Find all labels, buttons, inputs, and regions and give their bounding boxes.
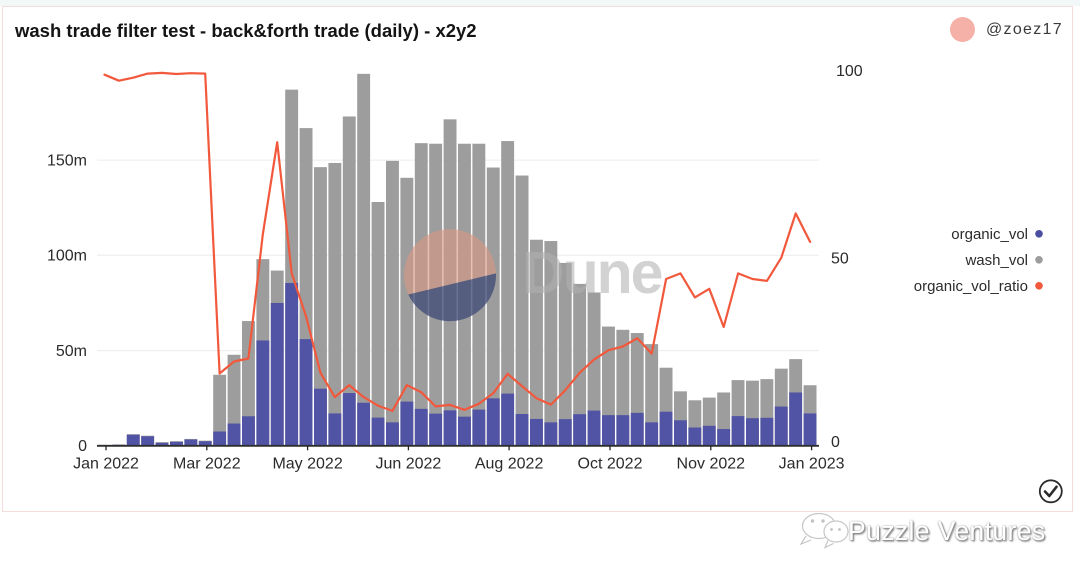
svg-text:0: 0 — [831, 434, 840, 451]
svg-text:Jan 2022: Jan 2022 — [73, 456, 139, 473]
svg-text:Jan 2023: Jan 2023 — [779, 456, 845, 473]
svg-text:Mar 2022: Mar 2022 — [173, 456, 241, 473]
svg-text:Oct 2022: Oct 2022 — [578, 456, 643, 473]
svg-text:wash_vol: wash_vol — [964, 252, 1028, 269]
svg-text:organic_vol: organic_vol — [951, 226, 1028, 243]
svg-text:Jun 2022: Jun 2022 — [375, 456, 441, 473]
svg-text:May 2022: May 2022 — [272, 456, 342, 473]
svg-text:150m: 150m — [47, 152, 87, 169]
svg-text:Nov 2022: Nov 2022 — [677, 456, 746, 473]
svg-text:organic_vol_ratio: organic_vol_ratio — [914, 278, 1028, 295]
svg-text:0: 0 — [78, 438, 87, 455]
svg-text:50m: 50m — [56, 343, 87, 360]
svg-text:Dune: Dune — [522, 240, 662, 306]
svg-text:100: 100 — [836, 63, 863, 80]
svg-text:Aug 2022: Aug 2022 — [475, 456, 544, 473]
svg-text:100m: 100m — [47, 248, 87, 265]
svg-text:50: 50 — [831, 251, 849, 268]
